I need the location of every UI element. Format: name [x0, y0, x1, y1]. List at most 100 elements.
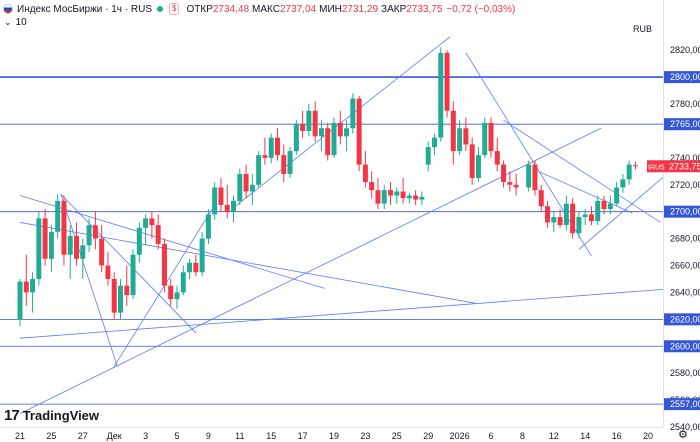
- candle[interactable]: [281, 144, 287, 183]
- candle[interactable]: [30, 272, 36, 313]
- candle[interactable]: [331, 117, 337, 158]
- candle[interactable]: [74, 222, 80, 266]
- candle[interactable]: [362, 151, 368, 188]
- candle[interactable]: [23, 254, 29, 306]
- candle[interactable]: [143, 214, 149, 246]
- candle[interactable]: [413, 190, 419, 205]
- candle[interactable]: [249, 173, 255, 205]
- candle[interactable]: [99, 225, 105, 273]
- candle[interactable]: [350, 93, 356, 134]
- candle[interactable]: [312, 101, 318, 142]
- candle[interactable]: [293, 120, 299, 156]
- candle[interactable]: [61, 195, 67, 266]
- candle[interactable]: [287, 147, 293, 179]
- candle[interactable]: [582, 208, 588, 226]
- candle[interactable]: [394, 187, 400, 204]
- candle[interactable]: [488, 117, 494, 158]
- candle[interactable]: [419, 191, 425, 205]
- candle[interactable]: [526, 160, 532, 192]
- trendline-9[interactable]: [503, 119, 661, 223]
- candle[interactable]: [168, 278, 174, 306]
- candle[interactable]: [463, 117, 469, 152]
- candle[interactable]: [607, 195, 613, 215]
- candle[interactable]: [36, 211, 42, 286]
- candle[interactable]: [588, 206, 594, 226]
- candle[interactable]: [55, 194, 61, 239]
- candle[interactable]: [620, 173, 626, 193]
- candle[interactable]: [155, 214, 161, 250]
- candle[interactable]: [570, 198, 576, 239]
- candle[interactable]: [563, 195, 569, 231]
- candle[interactable]: [205, 208, 211, 244]
- trendline-7[interactable]: [19, 287, 677, 339]
- candle[interactable]: [161, 238, 167, 293]
- candle[interactable]: [344, 120, 350, 152]
- candle[interactable]: [237, 168, 243, 205]
- candle[interactable]: [193, 254, 199, 277]
- candle[interactable]: [17, 278, 23, 327]
- candle[interactable]: [507, 171, 513, 192]
- candle[interactable]: [105, 252, 111, 286]
- candle[interactable]: [262, 137, 268, 165]
- candle[interactable]: [501, 160, 507, 188]
- candle[interactable]: [595, 195, 601, 226]
- candle[interactable]: [450, 101, 456, 165]
- candle[interactable]: [218, 178, 224, 212]
- candle[interactable]: [551, 211, 557, 232]
- candle[interactable]: [532, 160, 538, 196]
- candle[interactable]: [369, 171, 375, 199]
- trendline-6[interactable]: [233, 36, 451, 208]
- candle[interactable]: [614, 182, 620, 207]
- candle[interactable]: [431, 133, 437, 156]
- candle[interactable]: [632, 161, 638, 170]
- currency-label[interactable]: RUB: [632, 24, 652, 34]
- trendline-2[interactable]: [60, 193, 197, 334]
- candle[interactable]: [438, 47, 444, 142]
- candle[interactable]: [513, 173, 519, 196]
- candle[interactable]: [306, 104, 312, 137]
- candle[interactable]: [626, 160, 632, 185]
- candle[interactable]: [388, 182, 394, 205]
- candle[interactable]: [42, 208, 48, 266]
- candle[interactable]: [180, 265, 186, 296]
- candle[interactable]: [601, 195, 607, 215]
- gear-icon[interactable]: ⚙: [678, 429, 688, 441]
- candle[interactable]: [325, 122, 331, 161]
- candle[interactable]: [274, 128, 280, 161]
- candle[interactable]: [212, 182, 218, 220]
- candle[interactable]: [199, 231, 205, 277]
- candle[interactable]: [557, 208, 563, 228]
- symbol-title[interactable]: Индекс МосБиржи · 1ч · RUS: [17, 3, 153, 15]
- candle[interactable]: [124, 265, 130, 306]
- candle[interactable]: [576, 211, 582, 239]
- candle[interactable]: [117, 278, 123, 320]
- candle[interactable]: [92, 211, 98, 250]
- candle[interactable]: [494, 137, 500, 172]
- candle[interactable]: [381, 184, 387, 209]
- candle[interactable]: [80, 238, 86, 279]
- candle[interactable]: [457, 120, 463, 156]
- candle[interactable]: [243, 164, 249, 199]
- candle[interactable]: [224, 184, 230, 219]
- candle[interactable]: [268, 133, 274, 164]
- candle[interactable]: [406, 192, 412, 204]
- candle[interactable]: [256, 151, 262, 188]
- candle[interactable]: [149, 211, 155, 239]
- volume-indicator[interactable]: ⌄ 10: [0, 17, 27, 28]
- candle[interactable]: [482, 117, 488, 158]
- candle[interactable]: [375, 178, 381, 209]
- candle[interactable]: [130, 249, 136, 300]
- candle[interactable]: [48, 225, 54, 273]
- candle[interactable]: [475, 147, 481, 183]
- candle[interactable]: [337, 110, 343, 145]
- chevron-down-icon[interactable]: ⌄: [4, 17, 12, 27]
- trendline-1[interactable]: [19, 195, 325, 289]
- candle[interactable]: [111, 272, 117, 320]
- candle[interactable]: [469, 137, 475, 185]
- candle[interactable]: [425, 141, 431, 172]
- trendline-11[interactable]: [578, 173, 668, 250]
- candle[interactable]: [67, 225, 73, 279]
- candle[interactable]: [174, 285, 180, 309]
- candle[interactable]: [300, 110, 306, 138]
